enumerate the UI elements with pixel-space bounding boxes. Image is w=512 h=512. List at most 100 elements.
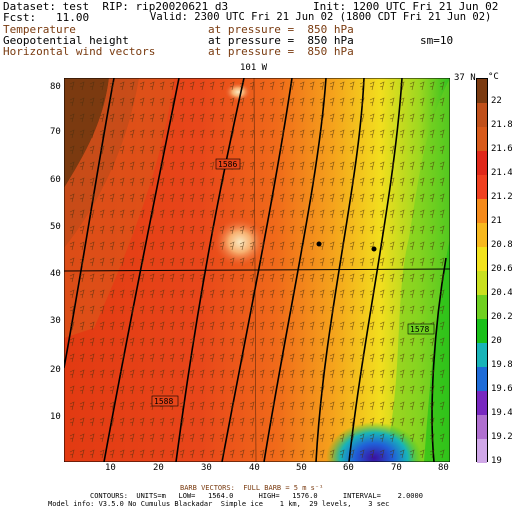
svg-text:1588: 1588: [154, 397, 173, 406]
field3-name: Horizontal wind vectors: [3, 45, 156, 58]
wind-barb: [419, 369, 425, 379]
wind-barb: [259, 209, 265, 219]
wind-barb: [219, 449, 225, 459]
wind-barb: [69, 161, 75, 171]
colorbar-level: 20.8: [491, 240, 512, 250]
wind-barb: [279, 161, 285, 171]
y-tick-20: 20: [50, 365, 61, 375]
wind-barb: [239, 241, 245, 251]
wind-barb: [209, 97, 215, 107]
wind-barb: [399, 321, 405, 331]
wind-barb: [169, 241, 175, 251]
wind-barb: [229, 449, 235, 459]
wind-barb: [99, 177, 105, 187]
wind-barb: [379, 449, 385, 459]
wind-barb: [89, 177, 95, 187]
wind-barb: [429, 273, 435, 283]
wind-barb: [309, 369, 315, 379]
wind-barb: [269, 273, 275, 283]
wind-barb: [389, 417, 395, 427]
wind-barb: [299, 129, 305, 139]
colorbar-segment: [477, 391, 487, 415]
wind-barb: [319, 449, 325, 459]
wind-barb: [109, 241, 115, 251]
wind-barb: [389, 161, 395, 171]
colorbar-unit: °C: [488, 72, 499, 82]
wind-barb: [199, 81, 205, 91]
wind-barb: [179, 241, 185, 251]
wind-barb: [99, 273, 105, 283]
wind-barb: [169, 337, 175, 347]
wind-barb: [349, 113, 355, 123]
wind-barb: [299, 305, 305, 315]
wind-barb: [339, 225, 345, 235]
wind-barb: [99, 321, 105, 331]
wind-barb: [439, 369, 445, 379]
wind-barb: [199, 369, 205, 379]
wind-barb: [289, 161, 295, 171]
wind-barb: [399, 385, 405, 395]
wind-barb: [199, 433, 205, 443]
wind-barb: [229, 129, 235, 139]
colorbar-level: 20.6: [491, 264, 512, 274]
wind-barb: [319, 289, 325, 299]
wind-barb: [169, 97, 175, 107]
wind-barb: [269, 321, 275, 331]
wind-barb: [129, 337, 135, 347]
wind-barb: [209, 113, 215, 123]
wind-barb: [209, 257, 215, 267]
wind-barb: [359, 257, 365, 267]
wind-barb: [359, 305, 365, 315]
wind-barb: [199, 257, 205, 267]
wind-barb: [79, 241, 85, 251]
wind-barb: [389, 97, 395, 107]
wind-barb: [359, 273, 365, 283]
wind-barb: [439, 225, 445, 235]
wind-barb: [149, 273, 155, 283]
wind-barb: [69, 97, 75, 107]
wind-barb: [79, 177, 85, 187]
wind-barb: [389, 321, 395, 331]
wind-barb: [189, 257, 195, 267]
wind-barb: [129, 353, 135, 363]
wind-barb: [89, 353, 95, 363]
colorbar-segment: [477, 415, 487, 439]
wind-barb: [369, 161, 375, 171]
wind-barb: [109, 353, 115, 363]
x-tick-10: 10: [105, 463, 116, 473]
wind-barb: [349, 385, 355, 395]
svg-text:1586: 1586: [218, 160, 237, 169]
wind-barb: [109, 257, 115, 267]
y-tick-60: 60: [50, 175, 61, 185]
wind-barb: [339, 401, 345, 411]
wind-barb: [159, 193, 165, 203]
wind-barb: [229, 81, 235, 91]
wind-barb: [319, 385, 325, 395]
wind-barb: [329, 177, 335, 187]
wind-barb: [89, 321, 95, 331]
wind-barb: [259, 129, 265, 139]
wind-barb: [369, 401, 375, 411]
wind-barb: [259, 401, 265, 411]
wind-barb: [389, 305, 395, 315]
wind-barb: [349, 401, 355, 411]
wind-barb: [309, 273, 315, 283]
wind-barb: [309, 209, 315, 219]
wind-barb: [429, 449, 435, 459]
field1-level: at pressure = 850 hPa: [208, 23, 354, 36]
wind-barb: [429, 401, 435, 411]
wind-barb: [289, 449, 295, 459]
wind-barb: [219, 97, 225, 107]
wind-barb: [79, 81, 85, 91]
wind-barb: [349, 97, 355, 107]
wind-barb: [229, 401, 235, 411]
wind-barb: [359, 401, 365, 411]
wind-barb: [389, 193, 395, 203]
wind-barb: [159, 433, 165, 443]
wind-barb: [219, 273, 225, 283]
wind-barb: [399, 273, 405, 283]
wind-barb: [229, 273, 235, 283]
wind-barb: [119, 433, 125, 443]
wind-barb: [159, 97, 165, 107]
wind-barb: [429, 161, 435, 171]
